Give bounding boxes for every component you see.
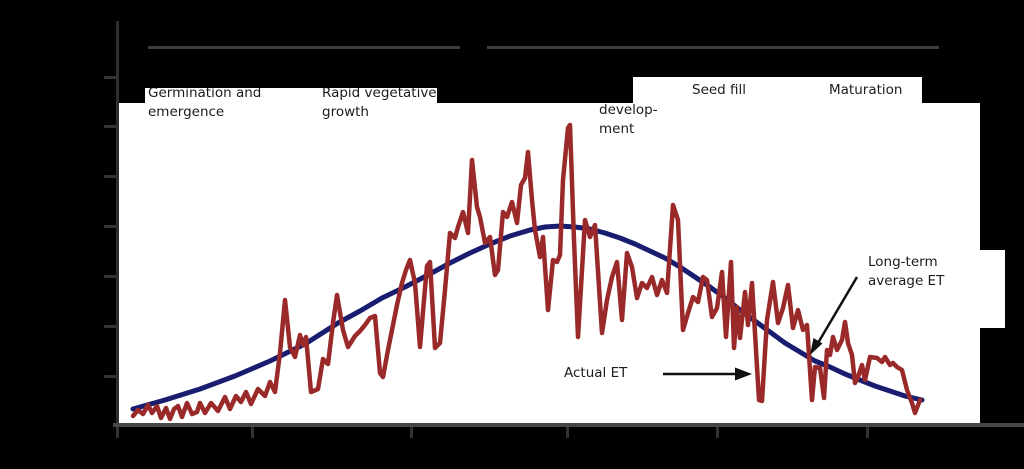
x-axis-tick: [716, 427, 719, 438]
x-axis-tick: [866, 427, 869, 438]
longterm-average-et-line: [130, 223, 925, 412]
rapid-line1: Rapid vegetative: [322, 85, 437, 101]
x-axis-tick: [251, 427, 254, 438]
y-axis-tick: [104, 275, 117, 278]
black-cut-overlay-right: [437, 52, 632, 103]
actual-et-label: Actual ET: [564, 365, 628, 381]
germination-line1: Germination and: [148, 85, 262, 101]
germination-line2: emergence: [148, 104, 225, 120]
seed-maturation-label-box: [633, 77, 922, 104]
rapid-line2: growth: [322, 104, 369, 120]
y-axis-tick: [104, 375, 117, 378]
x-axis-tick: [410, 427, 413, 438]
phase-label-seed-fill: Seed fill: [692, 82, 747, 98]
longterm-line2: average ET: [868, 273, 945, 289]
actual-et-line: [130, 122, 923, 422]
longterm-et-label: Long-term average ET: [868, 253, 944, 291]
phase-label-strip: [145, 88, 437, 104]
development-line2: ment: [599, 121, 635, 137]
phase-label-germination: Germination and emergence: [148, 84, 261, 122]
phase-label-maturation: Maturation: [829, 82, 903, 98]
y-axis-tick: [104, 125, 117, 128]
y-axis-tick: [104, 325, 117, 328]
longterm-line1: Long-term: [868, 254, 938, 270]
longterm-et-arrow: [810, 276, 859, 355]
phase-bracket-line-left: [148, 46, 460, 49]
development-line1: develop-: [599, 102, 658, 118]
phase-label-rapid-growth: Rapid vegetative growth: [322, 84, 437, 122]
actual-et-arrow: [663, 367, 752, 381]
longterm-label-box: [855, 250, 1005, 328]
y-axis-tick: [104, 76, 117, 79]
x-axis-spine: [113, 423, 1024, 427]
x-axis-tick: [116, 427, 119, 438]
y-axis-tick: [104, 225, 117, 228]
y-axis-tick: [104, 175, 117, 178]
y-axis-spine: [116, 21, 119, 429]
x-axis-tick: [566, 427, 569, 438]
phase-label-development: develop-ment: [599, 101, 658, 139]
phase-bracket-line-right: [487, 46, 939, 49]
